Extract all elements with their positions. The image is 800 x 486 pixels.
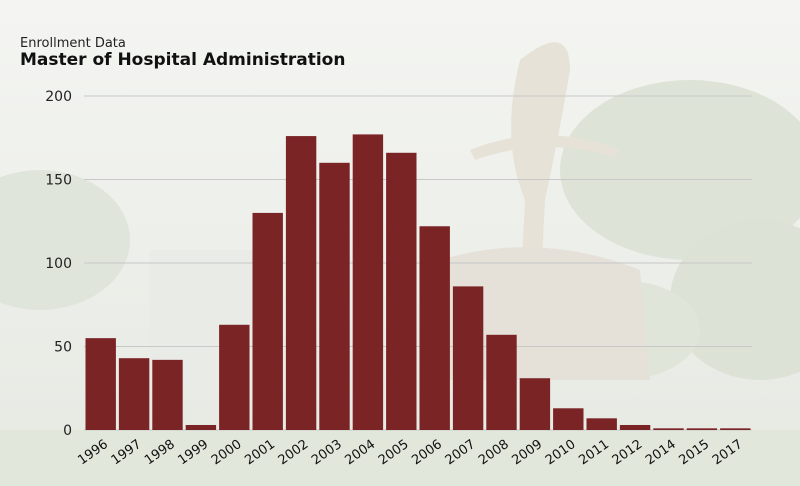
bar-2000 [219, 324, 250, 430]
bar-2003 [319, 162, 350, 431]
x-tick-label: 1996 [75, 437, 111, 468]
x-tick-label: 2011 [576, 437, 612, 468]
x-tick-label: 1998 [142, 437, 178, 468]
bar-2010 [553, 408, 584, 430]
bar-1998 [152, 359, 183, 430]
bar-2014 [653, 428, 684, 430]
y-tick-label: 100 [45, 256, 72, 272]
x-tick-label: 2014 [643, 437, 679, 468]
x-tick-label: 2006 [409, 437, 445, 468]
bar-2007 [452, 286, 484, 430]
x-tick-label: 2009 [509, 437, 545, 468]
bar-2009 [519, 378, 551, 430]
x-tick-label: 2015 [676, 437, 712, 468]
bar-1996 [85, 338, 116, 430]
x-tick-label: 2001 [242, 437, 278, 468]
chart-subtitle: Enrollment Data [20, 36, 126, 51]
x-tick-label: 2008 [476, 437, 512, 468]
bar-2006 [419, 226, 450, 430]
bar-1999 [185, 424, 217, 430]
y-tick-label: 0 [63, 423, 72, 439]
x-tick-label: 2005 [376, 437, 412, 468]
chart-title: Master of Hospital Administration [20, 50, 346, 70]
bar-2001 [252, 212, 283, 430]
bar-2017 [720, 428, 751, 430]
bar-2004 [352, 134, 384, 430]
x-tick-label: 1997 [109, 437, 145, 468]
x-tick-label: 1999 [175, 437, 211, 468]
bar-2005 [386, 152, 417, 430]
bar-1997 [118, 358, 150, 430]
x-tick-label: 2004 [342, 437, 378, 468]
bar-2012 [619, 424, 651, 430]
y-tick-label: 150 [45, 173, 72, 189]
x-tick-label: 2017 [710, 437, 746, 468]
bar-2008 [486, 334, 517, 430]
y-tick-label: 200 [45, 89, 72, 105]
x-tick-label: 2010 [543, 437, 579, 468]
x-tick-label: 2007 [443, 437, 479, 468]
x-tick-label: 2003 [309, 437, 345, 468]
x-tick-label: 2002 [276, 437, 312, 468]
bar-2002 [285, 136, 317, 430]
x-tick-label: 2012 [610, 437, 646, 468]
bar-2011 [586, 418, 617, 430]
y-tick-label: 50 [54, 340, 72, 356]
bar-2015 [686, 428, 718, 430]
x-tick-label: 2000 [209, 437, 245, 468]
